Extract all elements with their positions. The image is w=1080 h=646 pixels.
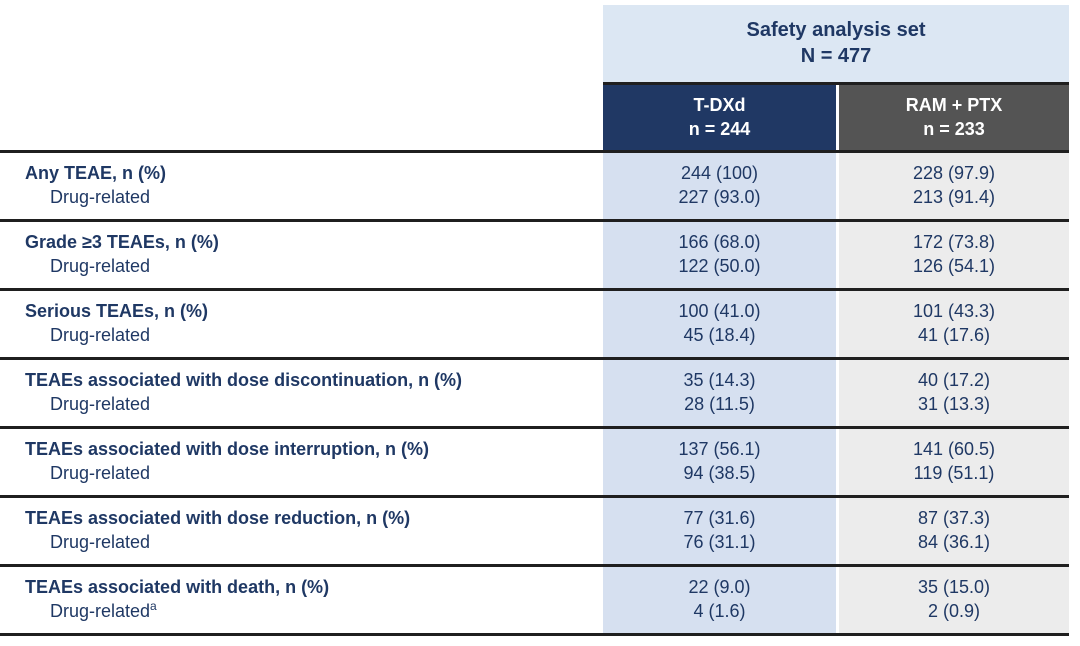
row-sublabel: Drug-related xyxy=(25,461,603,485)
row-sublabel-text: Drug-related xyxy=(50,463,151,483)
banner-title: Safety analysis set xyxy=(746,19,926,41)
safety-table: Safety analysis set N = 477 T-DXd n = 24… xyxy=(0,0,1069,636)
banner-n-label: N = 477 xyxy=(800,45,872,67)
tdxd-value-cell: 166 (68.0) 122 (50.0) xyxy=(603,222,836,288)
tdxd-sub-value: 45 (18.4) xyxy=(683,325,756,345)
table-body: Any TEAE, n (%) Drug-related 244 (100) 2… xyxy=(0,150,1069,636)
row-sublabel-text: Drug-related xyxy=(50,601,151,621)
tdxd-sub-value: 28 (11.5) xyxy=(684,394,755,414)
ram-sub-value: 119 (51.1) xyxy=(913,463,995,483)
row-label-cell: TEAEs associated with dose reduction, n … xyxy=(0,498,603,564)
tdxd-value-cell: 100 (41.0) 45 (18.4) xyxy=(603,291,836,357)
tdxd-sub-value: 227 (93.0) xyxy=(678,187,761,207)
table-row-dose-interruption: TEAEs associated with dose interruption,… xyxy=(0,426,1069,495)
ram-value-cell: 228 (97.9) 213 (91.4) xyxy=(839,153,1069,219)
ram-value-cell: 87 (37.3) 84 (36.1) xyxy=(839,498,1069,564)
row-label: TEAEs associated with dose interruption,… xyxy=(25,439,430,459)
row-sublabel: Drug-related xyxy=(25,323,603,347)
ram-main-value: 101 (43.3) xyxy=(912,301,996,321)
column-header-ram-ptx: RAM + PTX n = 233 xyxy=(839,85,1069,150)
ram-value-cell: 141 (60.5) 119 (51.1) xyxy=(839,429,1069,495)
row-sublabel-text: Drug-related xyxy=(50,256,151,276)
ram-main-value: 141 (60.5) xyxy=(912,439,996,459)
tdxd-sub-value: 94 (38.5) xyxy=(683,463,756,483)
tdxd-sub-value: 4 (1.6) xyxy=(693,601,746,621)
table-row-grade3-teaes: Grade ≥3 TEAEs, n (%) Drug-related 166 (… xyxy=(0,219,1069,288)
ram-main-value: 87 (37.3) xyxy=(917,508,991,528)
tdxd-main-value: 22 (9.0) xyxy=(688,577,751,597)
tdxd-main-value: 244 (100) xyxy=(680,163,759,183)
ram-main-value: 172 (73.8) xyxy=(912,232,996,252)
row-sublabel: Drug-related xyxy=(25,185,603,209)
table-row-dose-reduction: TEAEs associated with dose reduction, n … xyxy=(0,495,1069,564)
row-label: TEAEs associated with dose reduction, n … xyxy=(25,508,411,528)
tdxd-main-value: 137 (56.1) xyxy=(678,439,761,459)
table-row-any-teae: Any TEAE, n (%) Drug-related 244 (100) 2… xyxy=(0,150,1069,219)
safety-analysis-banner: Safety analysis set N = 477 xyxy=(603,5,1069,82)
tdxd-value-cell: 244 (100) 227 (93.0) xyxy=(603,153,836,219)
ram-sub-value: 41 (17.6) xyxy=(917,325,991,345)
ram-main-value: 40 (17.2) xyxy=(917,370,991,390)
column-header-cells: T-DXd n = 244 RAM + PTX n = 233 xyxy=(603,82,1069,150)
row-label: Any TEAE, n (%) xyxy=(25,163,167,183)
ram-sub-value: 2 (0.9) xyxy=(927,601,981,621)
ram-sub-value: 31 (13.3) xyxy=(917,394,991,414)
row-label: Grade ≥3 TEAEs, n (%) xyxy=(25,232,219,252)
footnote-marker: a xyxy=(150,599,157,613)
tdxd-main-value: 35 (14.3) xyxy=(683,370,756,390)
row-sublabel: Drug-related xyxy=(25,530,603,554)
tdxd-value-cell: 137 (56.1) 94 (38.5) xyxy=(603,429,836,495)
ram-sub-value: 84 (36.1) xyxy=(917,532,991,552)
row-sublabel: Drug-related xyxy=(25,254,603,278)
tdxd-sub-value: 76 (31.1) xyxy=(683,532,756,552)
row-label: TEAEs associated with dose discontinuati… xyxy=(25,370,463,390)
banner-row: Safety analysis set N = 477 xyxy=(0,0,1069,82)
ram-value-cell: 101 (43.3) 41 (17.6) xyxy=(839,291,1069,357)
row-sublabel-text: Drug-related xyxy=(50,394,151,414)
row-label-cell: Grade ≥3 TEAEs, n (%) Drug-related xyxy=(0,222,603,288)
ram-main-value: 35 (15.0) xyxy=(917,577,991,597)
column-header-tdxd: T-DXd n = 244 xyxy=(603,85,836,150)
tdxd-value-cell: 35 (14.3) 28 (11.5) xyxy=(603,360,836,426)
tdxd-sub-value: 122 (50.0) xyxy=(678,256,761,276)
row-label: TEAEs associated with death, n (%) xyxy=(25,577,330,597)
table-row-serious-teaes: Serious TEAEs, n (%) Drug-related 100 (4… xyxy=(0,288,1069,357)
row-label-cell: TEAEs associated with dose discontinuati… xyxy=(0,360,603,426)
ram-value-cell: 40 (17.2) 31 (13.3) xyxy=(839,360,1069,426)
row-sublabel-text: Drug-related xyxy=(50,532,151,552)
ram-sub-value: 126 (54.1) xyxy=(912,256,996,276)
row-sublabel-text: Drug-related xyxy=(50,325,151,345)
row-sublabel: Drug-relateda xyxy=(25,599,603,623)
column-header-row: T-DXd n = 244 RAM + PTX n = 233 xyxy=(0,82,1069,150)
row-label-cell: TEAEs associated with death, n (%) Drug-… xyxy=(0,567,603,633)
ram-value-cell: 35 (15.0) 2 (0.9) xyxy=(839,567,1069,633)
tdxd-main-value: 77 (31.6) xyxy=(683,508,756,528)
tdxd-value-cell: 77 (31.6) 76 (31.1) xyxy=(603,498,836,564)
tdxd-n-label: n = 244 xyxy=(688,119,751,139)
header-left-spacer xyxy=(0,82,603,150)
ram-value-cell: 172 (73.8) 126 (54.1) xyxy=(839,222,1069,288)
ram-ptx-label: RAM + PTX xyxy=(905,95,1003,115)
row-label: Serious TEAEs, n (%) xyxy=(25,301,209,321)
ram-sub-value: 213 (91.4) xyxy=(912,187,996,207)
banner-left-spacer xyxy=(0,5,603,82)
tdxd-main-value: 100 (41.0) xyxy=(678,301,761,321)
row-sublabel: Drug-related xyxy=(25,392,603,416)
table-row-dose-discontinuation: TEAEs associated with dose discontinuati… xyxy=(0,357,1069,426)
row-sublabel-text: Drug-related xyxy=(50,187,151,207)
tdxd-main-value: 166 (68.0) xyxy=(678,232,761,252)
ram-ptx-n-label: n = 233 xyxy=(923,119,985,139)
tdxd-value-cell: 22 (9.0) 4 (1.6) xyxy=(603,567,836,633)
ram-main-value: 228 (97.9) xyxy=(912,163,996,183)
row-label-cell: Serious TEAEs, n (%) Drug-related xyxy=(0,291,603,357)
tdxd-label: T-DXd xyxy=(693,95,746,115)
row-label-cell: TEAEs associated with dose interruption,… xyxy=(0,429,603,495)
table-row-death: TEAEs associated with death, n (%) Drug-… xyxy=(0,564,1069,633)
row-label-cell: Any TEAE, n (%) Drug-related xyxy=(0,153,603,219)
